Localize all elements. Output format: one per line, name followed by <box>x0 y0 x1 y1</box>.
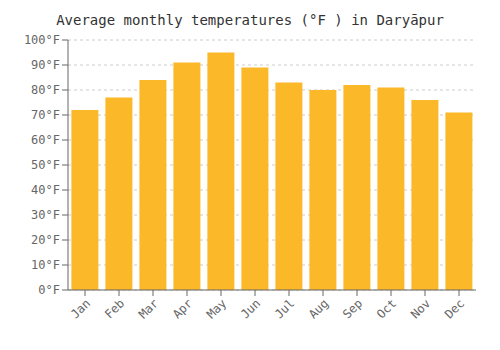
svg-text:60°F: 60°F <box>31 133 60 147</box>
svg-text:0°F: 0°F <box>38 283 60 297</box>
svg-text:50°F: 50°F <box>31 158 60 172</box>
svg-text:20°F: 20°F <box>31 233 60 247</box>
svg-text:Feb: Feb <box>102 296 127 321</box>
svg-text:Dec: Dec <box>442 296 467 321</box>
svg-text:80°F: 80°F <box>31 83 60 97</box>
svg-text:May: May <box>204 296 229 321</box>
svg-text:Jul: Jul <box>272 296 297 321</box>
svg-text:70°F: 70°F <box>31 108 60 122</box>
svg-text:Nov: Nov <box>408 296 433 321</box>
svg-text:Sep: Sep <box>340 296 365 321</box>
svg-text:90°F: 90°F <box>31 58 60 72</box>
svg-text:10°F: 10°F <box>31 258 60 272</box>
svg-text:Jan: Jan <box>68 296 93 321</box>
svg-text:30°F: 30°F <box>31 208 60 222</box>
svg-text:Aug: Aug <box>306 296 331 321</box>
svg-text:Jun: Jun <box>238 296 263 321</box>
svg-text:Oct: Oct <box>374 296 399 321</box>
svg-text:Apr: Apr <box>170 296 195 321</box>
svg-text:40°F: 40°F <box>31 183 60 197</box>
svg-text:Mar: Mar <box>136 296 161 321</box>
html-text:Average monthly temperatures (: Average monthly temperatures (°F ) in Da… <box>56 12 444 28</box>
svg-text:100°F: 100°F <box>24 33 60 47</box>
